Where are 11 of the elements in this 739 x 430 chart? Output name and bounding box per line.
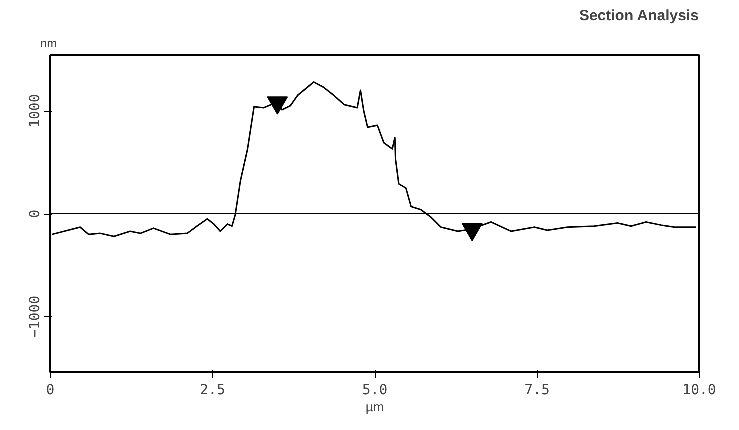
y-tick-label: −1000: [28, 296, 44, 338]
x-axis-title: µm: [366, 400, 384, 414]
x-tick-label: 7.5: [524, 382, 550, 398]
x-tick-label: 5.0: [362, 382, 388, 398]
x-tick-label: 10.0: [682, 382, 716, 398]
y-axis-title: nm: [40, 36, 58, 50]
y-tick-label: 0: [28, 210, 44, 218]
x-tick-label: 2.5: [200, 382, 226, 398]
x-tick-label: 0: [46, 382, 55, 398]
y-tick-label: 1000: [28, 94, 44, 128]
chart-title: Section Analysis: [579, 8, 699, 24]
